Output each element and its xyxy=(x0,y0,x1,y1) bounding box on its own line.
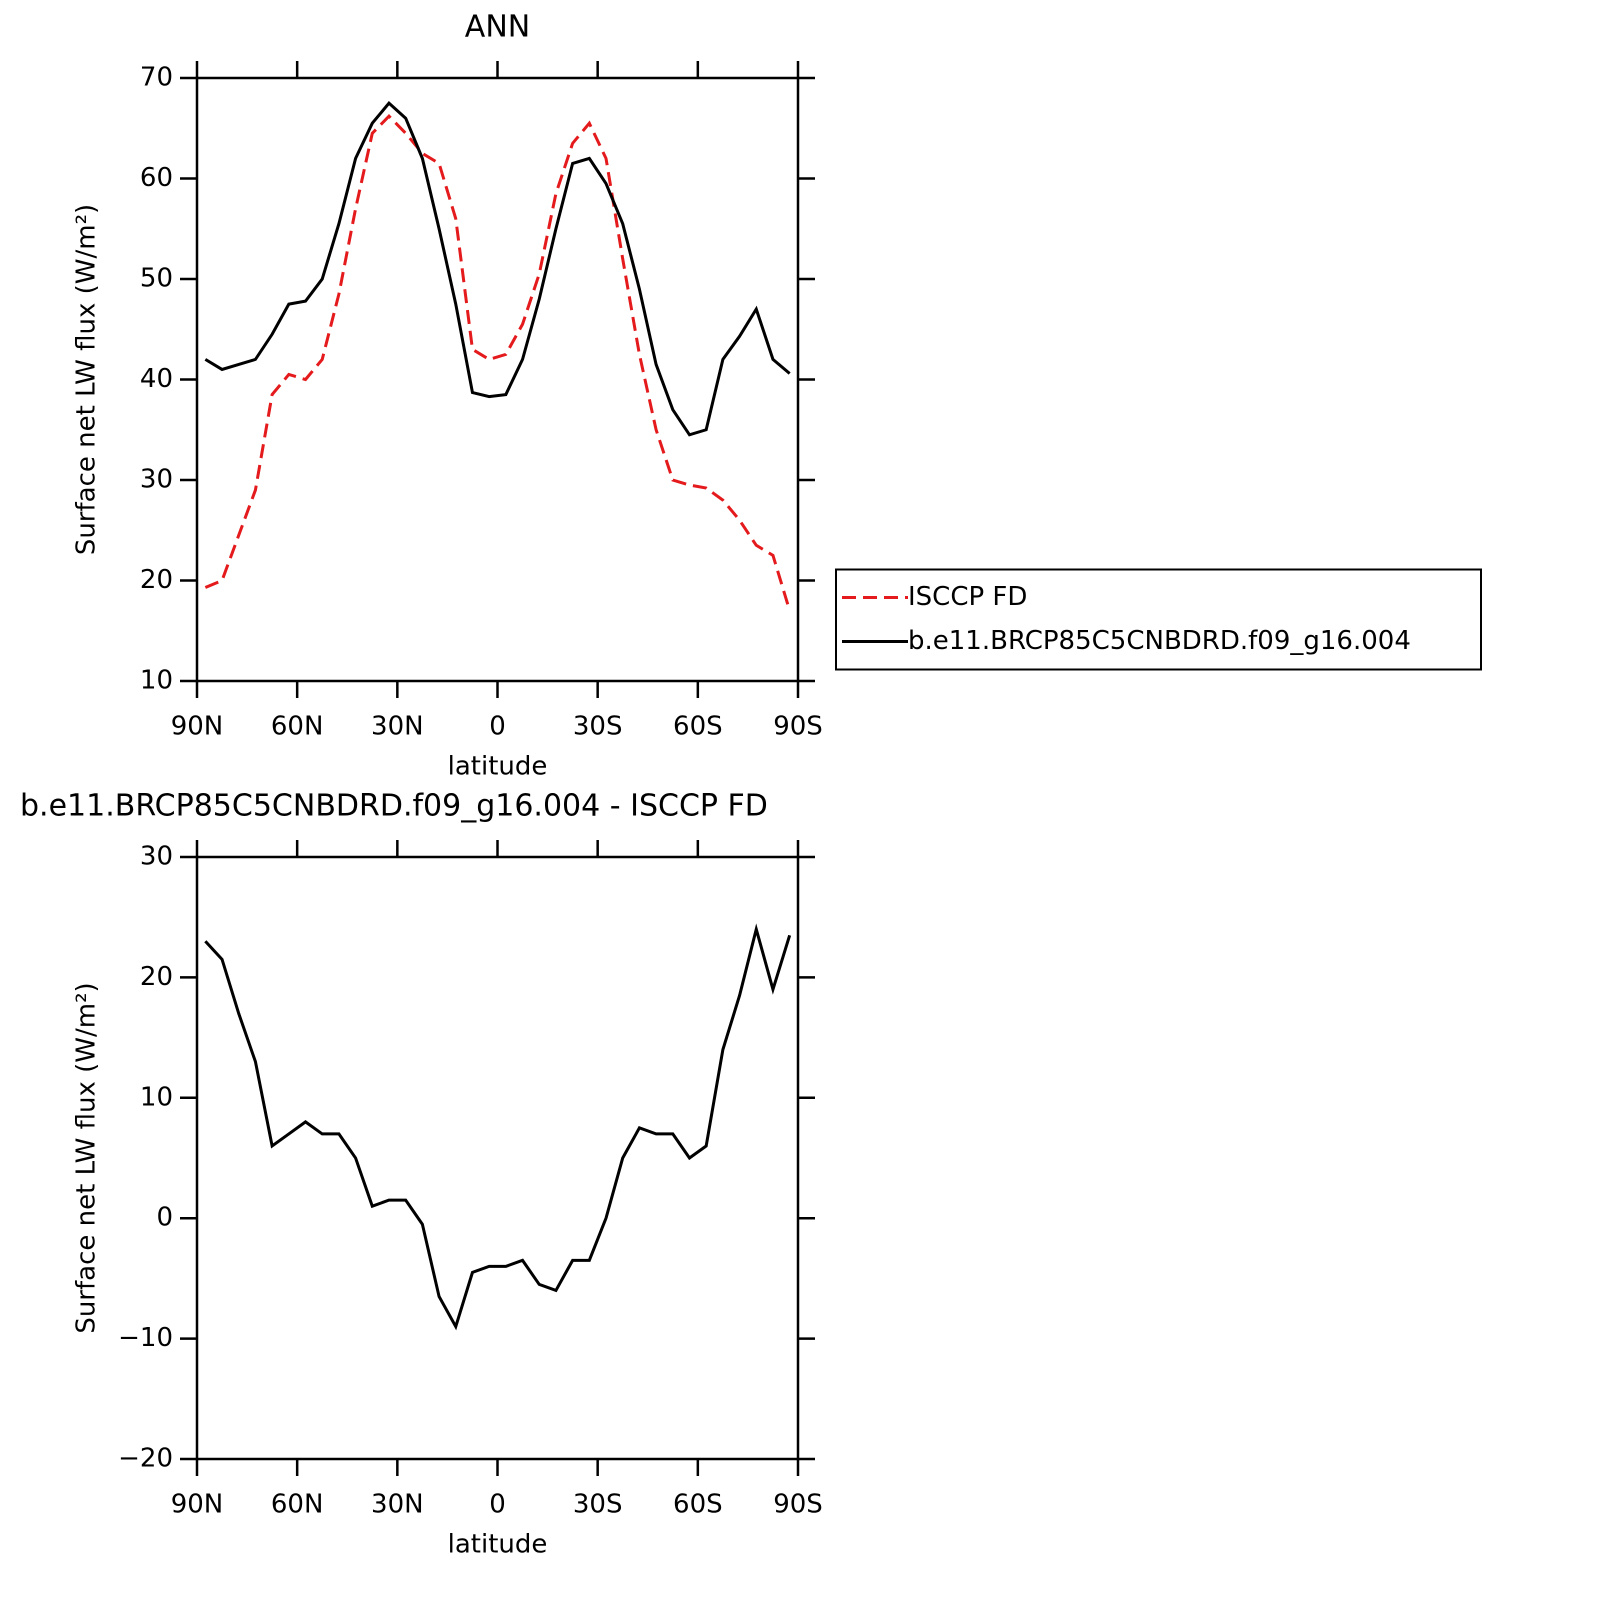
x-tick-label: 90N xyxy=(171,1490,224,1520)
x-axis-label: latitude xyxy=(448,752,548,782)
y-tick-label: 10 xyxy=(140,666,173,696)
y-tick-label: 20 xyxy=(140,565,173,595)
x-tick-label: 60N xyxy=(271,1490,324,1520)
x-tick-label: 60S xyxy=(673,712,723,742)
y-tick-label: 30 xyxy=(140,842,173,872)
y-tick-label: 50 xyxy=(140,264,173,294)
x-tick-label: 90S xyxy=(773,712,823,742)
x-tick-label: 60N xyxy=(271,712,324,742)
x-axis-label: latitude xyxy=(448,1530,548,1560)
x-tick-label: 0 xyxy=(489,712,506,742)
x-tick-label: 0 xyxy=(489,1490,506,1520)
y-tick-label: 30 xyxy=(140,465,173,495)
x-tick-label: 90S xyxy=(773,1490,823,1520)
y-tick-label: 20 xyxy=(140,962,173,992)
data-line xyxy=(204,923,792,1331)
y-tick-label: 70 xyxy=(140,63,173,93)
plot-frame xyxy=(195,855,800,1461)
legend-label: ISCCP FD xyxy=(908,582,1027,612)
y-tick-label: 60 xyxy=(140,163,173,193)
x-tick-label: 30N xyxy=(371,1490,424,1520)
x-tick-label: 30S xyxy=(573,712,623,742)
x-tick-label: 60S xyxy=(673,1490,723,1520)
plot-frame xyxy=(195,76,800,683)
y-tick-label: −20 xyxy=(118,1444,173,1474)
chart-title: b.e11.BRCP85C5CNBDRD.f09_g16.004 - ISCCP… xyxy=(20,789,768,824)
y-axis-label: Surface net LW flux (W/m²) xyxy=(72,204,102,555)
data-line xyxy=(204,100,791,437)
data-line xyxy=(204,114,792,612)
legend-box xyxy=(835,568,1482,671)
y-tick-label: 0 xyxy=(156,1203,173,1233)
x-tick-label: 90N xyxy=(171,712,224,742)
x-tick-label: 30S xyxy=(573,1490,623,1520)
legend-label: b.e11.BRCP85C5CNBDRD.f09_g16.004 xyxy=(908,626,1411,656)
y-tick-label: −10 xyxy=(118,1323,173,1353)
y-tick-label: 40 xyxy=(140,364,173,394)
x-tick-label: 30N xyxy=(371,712,424,742)
y-tick-label: 10 xyxy=(140,1082,173,1112)
chart-title: ANN xyxy=(465,10,530,45)
y-axis-label: Surface net LW flux (W/m²) xyxy=(72,982,102,1333)
